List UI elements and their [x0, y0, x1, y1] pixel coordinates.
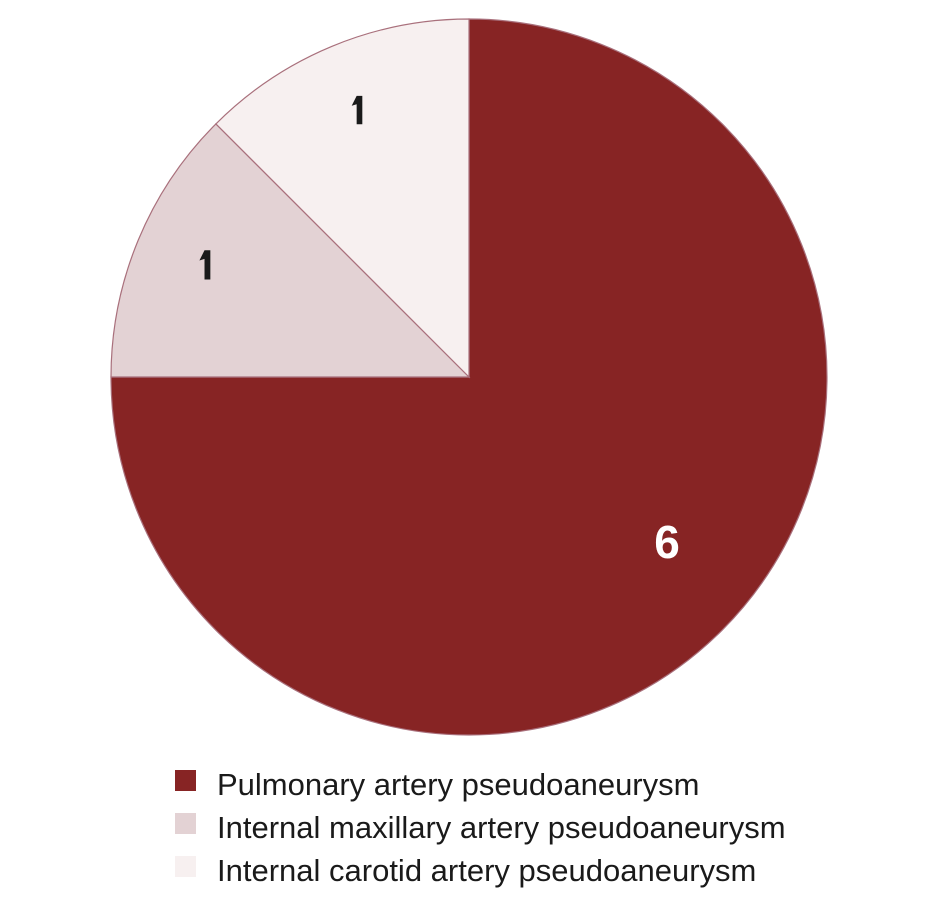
svg-text:6: 6: [654, 516, 680, 568]
